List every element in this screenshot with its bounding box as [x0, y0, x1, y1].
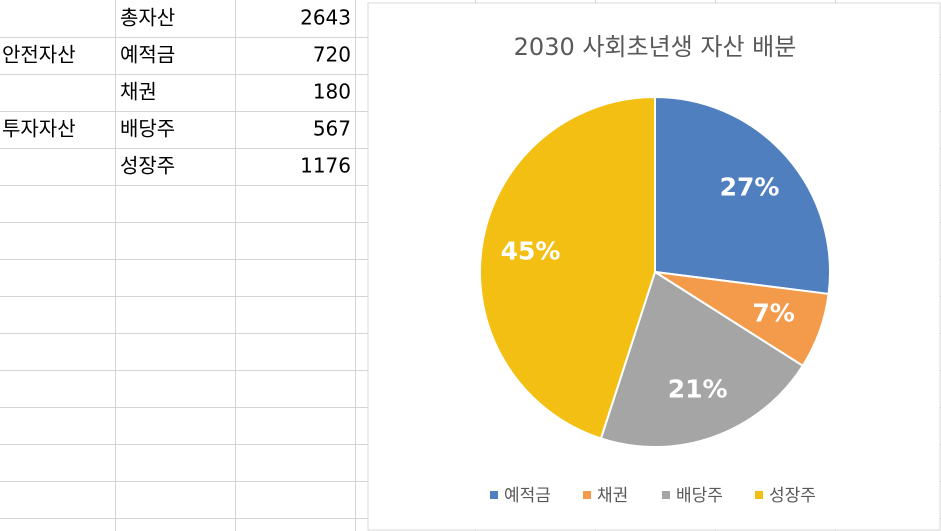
label-cell: 채권: [120, 80, 157, 104]
chart-title: 2030 사회초년생 자산 배분: [514, 33, 797, 61]
label-cell: 총자산: [120, 6, 175, 30]
data-label: 27%: [720, 173, 780, 202]
pie-slice: [599, 270, 805, 448]
group-cell: 안전자산: [2, 43, 76, 67]
legend-label: 예적금: [504, 486, 551, 506]
data-label: 7%: [752, 299, 794, 328]
amount-cell: 180: [313, 80, 351, 104]
label-cell: 성장주: [120, 154, 175, 178]
legend-swatch: [583, 491, 591, 499]
group-cell: 투자자산: [2, 117, 76, 141]
legend-label: 채권: [597, 486, 628, 506]
amount-cell: 2643: [300, 6, 351, 30]
legend-label: 성장주: [769, 486, 816, 506]
legend-label: 배당주: [676, 486, 723, 506]
legend-swatch: [755, 491, 763, 499]
legend: 예적금 채권 배당주 성장주: [490, 486, 816, 506]
cells: 총자산 2643 안전자산 예적금 720 채권 180 투자자산 배당주 567 성장주 1176: [2, 6, 351, 178]
amount-cell: 720: [313, 43, 351, 67]
pie: 27% 7% 21% 45%: [479, 95, 831, 448]
amount-cell: 567: [313, 117, 351, 141]
label-cell: 배당주: [120, 117, 175, 141]
pie-slice: [479, 95, 656, 440]
legend-swatch: [662, 491, 670, 499]
amount-cell: 1176: [300, 154, 351, 178]
label-cell: 예적금: [120, 43, 175, 67]
data-label: 45%: [501, 236, 561, 265]
data-label: 21%: [668, 375, 728, 404]
legend-swatch: [490, 491, 498, 499]
pie-slice: [654, 95, 831, 296]
